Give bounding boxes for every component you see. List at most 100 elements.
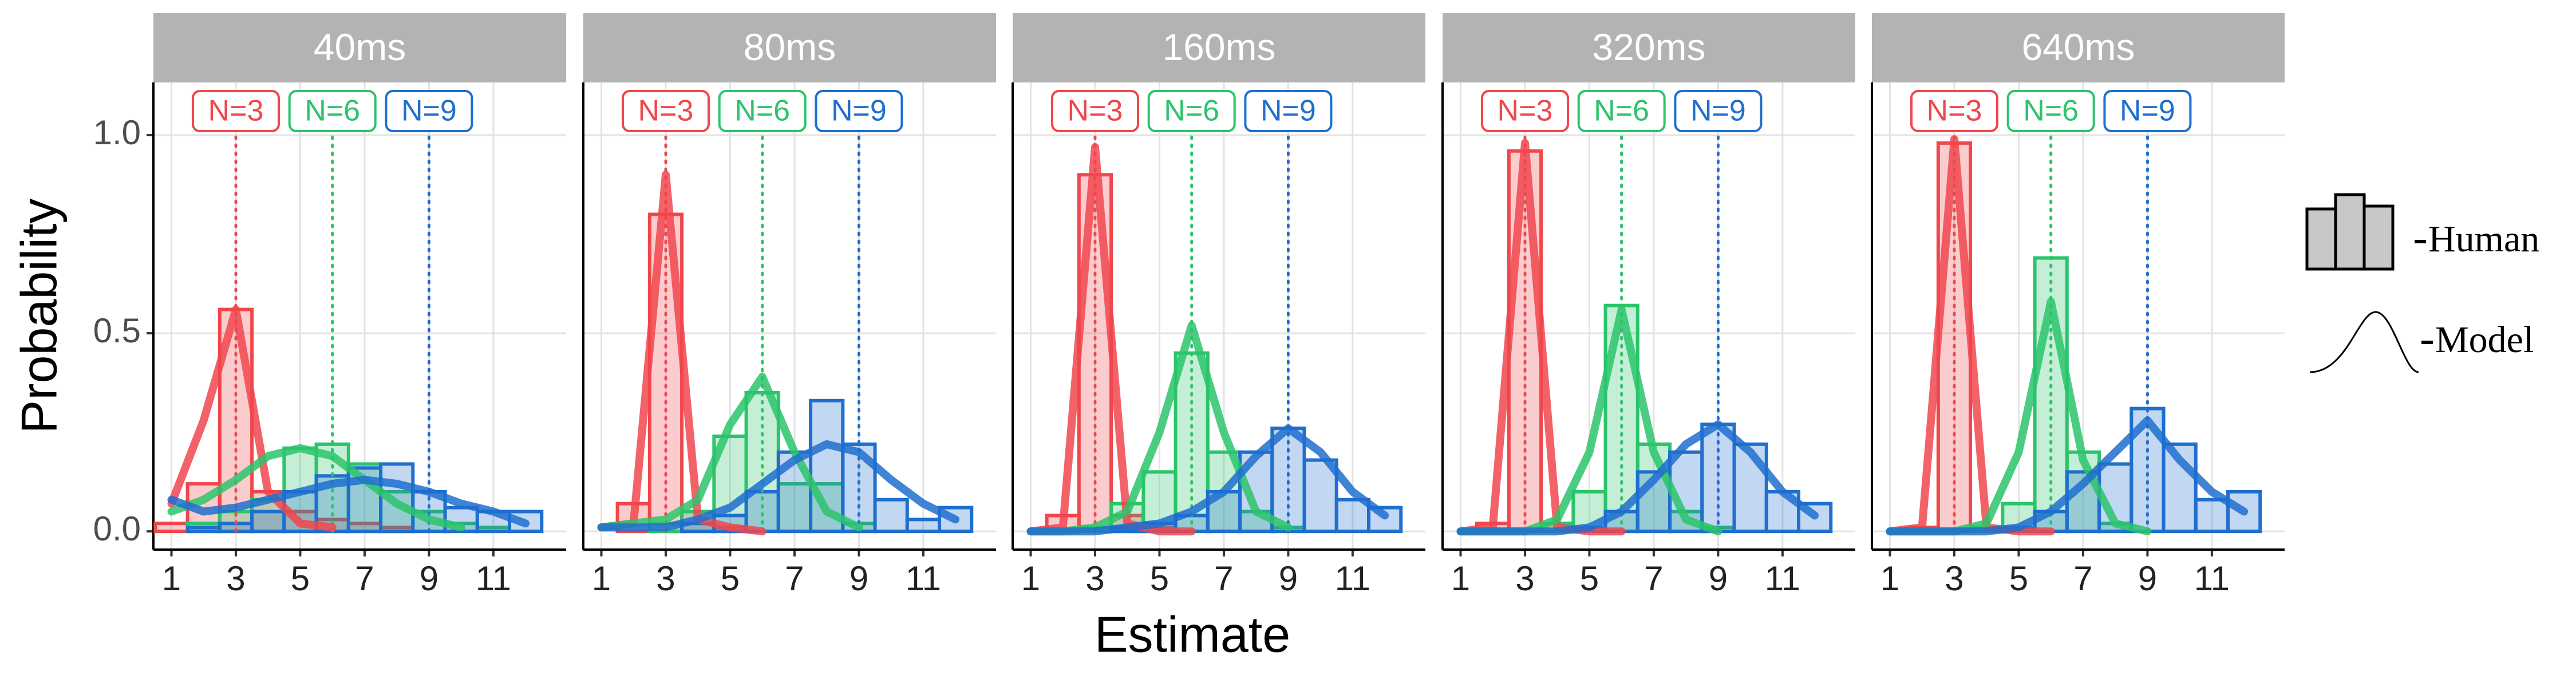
x-tick-label: 7 xyxy=(1644,559,1663,598)
panel-header xyxy=(1872,13,2285,82)
model-line xyxy=(597,440,960,532)
x-tick-label: 9 xyxy=(1709,559,1728,598)
x-tick-label: 3 xyxy=(226,559,245,598)
x-tick-label: 11 xyxy=(476,559,511,598)
y-axis-title: Probability xyxy=(10,199,67,434)
series-label: N=6 xyxy=(2023,94,2079,128)
series-label-box xyxy=(815,90,903,132)
legend-label: Human xyxy=(2428,218,2539,260)
x-tick-label: 1 xyxy=(592,559,611,598)
panel: 320ms 1 3 5 7 9 11 N=3 N=6 N=9 xyxy=(1441,13,1855,598)
model-line xyxy=(1456,420,1819,536)
histogram-bar xyxy=(2162,442,2198,534)
x-tick-label: 9 xyxy=(2138,559,2157,598)
x-tick-label: 5 xyxy=(291,559,310,598)
x-tick-label: 7 xyxy=(355,559,374,598)
x-tick-label: 7 xyxy=(1214,559,1233,598)
legend-curve-icon xyxy=(2309,311,2419,373)
panel-header xyxy=(1013,13,1425,82)
x-tick-label: 1 xyxy=(1021,559,1040,598)
histogram-bar xyxy=(1302,458,1338,534)
x-tick-label: 7 xyxy=(785,559,804,598)
series-label: N=9 xyxy=(2120,94,2175,128)
y-tick-label: 1.0 xyxy=(93,113,141,152)
series-label: N=3 xyxy=(1068,94,1123,128)
x-tick-label: 11 xyxy=(906,559,941,598)
series-label-box xyxy=(1577,90,1666,132)
legend-bar-icon xyxy=(2362,204,2395,271)
series-label: N=3 xyxy=(208,94,264,128)
model-line xyxy=(167,476,530,528)
panel-title: 160ms xyxy=(1162,26,1275,68)
x-tick-label: 9 xyxy=(1279,559,1298,598)
legend-label: Model xyxy=(2435,319,2534,361)
series-label: N=9 xyxy=(831,94,887,128)
series-label-box xyxy=(385,90,473,132)
series-label-box xyxy=(718,90,807,132)
histogram-bar xyxy=(153,522,189,534)
series-label-box xyxy=(1674,90,1763,132)
x-tick-label: 3 xyxy=(1515,559,1534,598)
x-tick-label: 9 xyxy=(420,559,438,598)
series-label: N=3 xyxy=(1927,94,1982,128)
x-tick-label: 5 xyxy=(1580,559,1599,598)
series-label-box xyxy=(288,90,377,132)
legend-bar-icon xyxy=(2334,193,2366,271)
model-line xyxy=(1886,416,2249,536)
x-tick-label: 5 xyxy=(1150,559,1169,598)
series-label: N=6 xyxy=(1594,94,1649,128)
model-line xyxy=(167,305,337,532)
panel: 640ms 1 3 5 7 9 11 N=3 N=6 N=9 xyxy=(1871,13,2285,598)
model-line xyxy=(1026,424,1389,536)
series-label-box xyxy=(1480,90,1569,132)
x-tick-label: 1 xyxy=(1880,559,1899,598)
series-label: N=3 xyxy=(1498,94,1553,128)
histogram-bar xyxy=(905,518,942,534)
legend: Human Model xyxy=(2305,193,2539,373)
series-label-box xyxy=(1244,90,1333,132)
series-label-box xyxy=(1050,90,1139,132)
panel-title: 640ms xyxy=(2021,26,2135,68)
x-tick-label: 3 xyxy=(656,559,675,598)
histogram-bar xyxy=(250,510,286,534)
x-tick-label: 5 xyxy=(721,559,740,598)
x-tick-label: 7 xyxy=(2073,559,2092,598)
x-tick-label: 1 xyxy=(1451,559,1470,598)
histogram-bar xyxy=(873,498,909,534)
panel-header xyxy=(153,13,566,82)
model-line xyxy=(597,373,863,532)
x-tick-label: 9 xyxy=(850,559,868,598)
histogram-bar xyxy=(2226,489,2262,534)
series-label-box xyxy=(2103,90,2192,132)
x-tick-label: 11 xyxy=(2194,559,2230,598)
x-tick-label: 3 xyxy=(1945,559,1963,598)
series-label: N=9 xyxy=(1261,94,1316,128)
histogram-bar xyxy=(1732,442,1768,534)
panel: 40ms 0.0 0.5 1.0 1 3 5 7 9 11 N=3 N=6 N=9 xyxy=(93,13,566,598)
model-line xyxy=(167,444,465,532)
x-tick-label: 3 xyxy=(1085,559,1104,598)
panel-title: 80ms xyxy=(744,26,836,68)
x-tick-label: 11 xyxy=(1335,559,1370,598)
series-label: N=3 xyxy=(638,94,694,128)
panel-title: 320ms xyxy=(1592,26,1705,68)
panel-title: 40ms xyxy=(314,26,406,68)
series-label-box xyxy=(621,90,710,132)
panel-header xyxy=(1443,13,1855,82)
series-label-box xyxy=(2006,90,2095,132)
histogram-bar xyxy=(185,526,222,534)
series-label-box xyxy=(1910,90,1998,132)
panel-header xyxy=(583,13,996,82)
series-label-box xyxy=(191,90,280,132)
panel: 80ms 1 3 5 7 9 11 N=3 N=6 N=9 xyxy=(582,13,996,598)
series-label: N=6 xyxy=(734,94,790,128)
series-label: N=6 xyxy=(305,94,360,128)
x-tick-label: 11 xyxy=(1765,559,1800,598)
series-label: N=9 xyxy=(401,94,457,128)
x-axis-title: Estimate xyxy=(1095,606,1290,662)
y-tick-label: 0.5 xyxy=(93,311,141,350)
legend-bar-icon xyxy=(2305,207,2337,271)
panel: 160ms 1 3 5 7 9 11 N=3 N=6 N=9 xyxy=(1012,13,1425,598)
histogram-bar xyxy=(2194,498,2230,534)
